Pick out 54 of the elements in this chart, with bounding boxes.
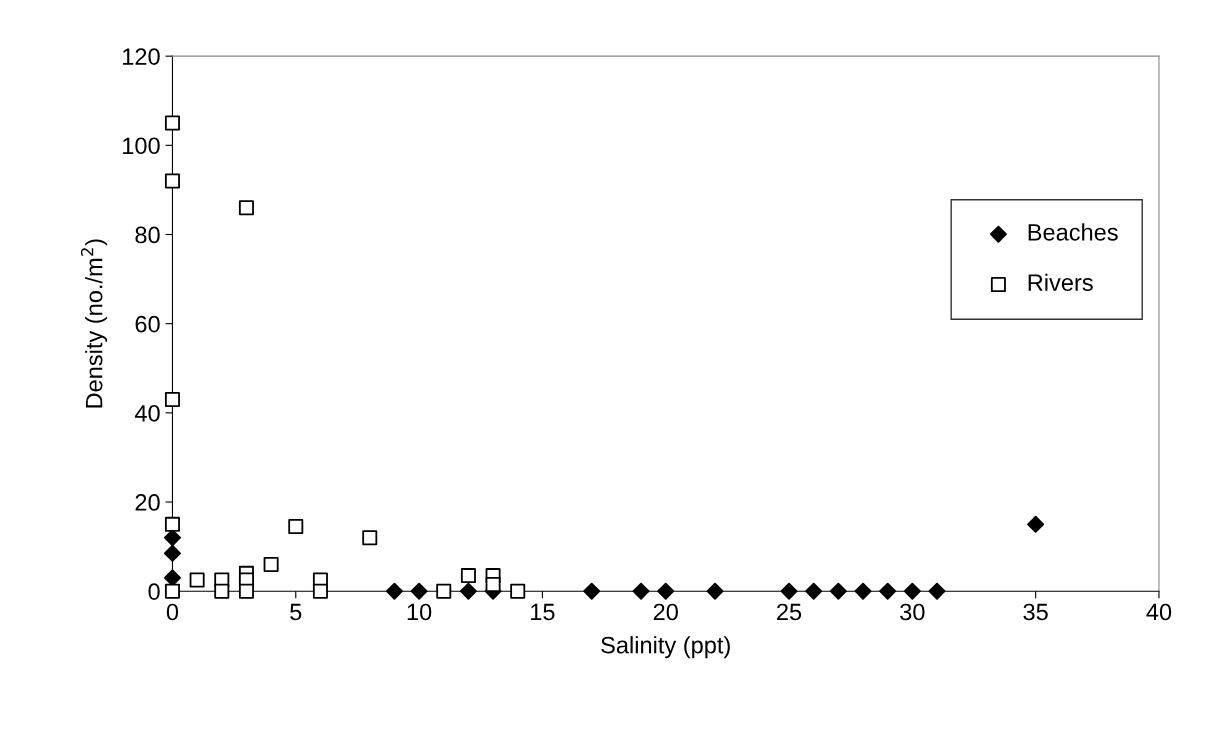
y-tick-label: 100 (123, 137, 160, 155)
point (163, 544, 181, 562)
point (362, 530, 378, 546)
point (164, 583, 180, 599)
x-tick-label: 10 (407, 603, 432, 621)
y-tick-label: 20 (135, 494, 160, 511)
y-tick-label: 60 (135, 315, 160, 333)
point (1027, 515, 1045, 533)
y-tick-label: 40 (134, 404, 160, 422)
point (164, 391, 180, 407)
point (189, 572, 205, 588)
x-tick-label: 25 (777, 603, 802, 621)
x-tick-label: 40 (1146, 603, 1172, 621)
point (706, 582, 724, 600)
point (436, 583, 452, 599)
x-tick-label: 20 (653, 603, 678, 621)
y-axis-title: Density (no./m$^{2}$) (80, 239, 108, 408)
x-tick-label: 30 (900, 603, 925, 621)
x-tick-label: 15 (531, 603, 555, 621)
y-tick-label: 120 (123, 48, 160, 65)
point (238, 200, 254, 216)
point (459, 582, 477, 600)
point (583, 582, 601, 600)
point (410, 582, 428, 600)
point (164, 516, 180, 532)
point (780, 582, 798, 600)
point (263, 556, 279, 572)
point (214, 583, 230, 599)
point (657, 582, 675, 600)
point (288, 519, 304, 535)
point (879, 582, 897, 600)
point (632, 582, 650, 600)
point (510, 583, 526, 599)
y-tick-label: 80 (135, 226, 160, 244)
point (903, 582, 921, 600)
point (312, 583, 328, 599)
point (163, 529, 181, 547)
x-tick-label: 5 (290, 603, 302, 621)
point (164, 173, 180, 189)
legend-label: Beaches (1028, 223, 1118, 241)
x-axis-title: Salinity (ppt) (601, 636, 730, 659)
point (238, 583, 254, 599)
x-tick-label: 35 (1023, 603, 1048, 621)
point (928, 582, 946, 600)
point (485, 577, 501, 593)
x-tick-label: 0 (166, 603, 179, 621)
point (385, 582, 403, 600)
legend-label: Rivers (1028, 273, 1093, 291)
point (460, 568, 476, 584)
point (829, 582, 847, 600)
y-tick-label: 0 (148, 583, 160, 600)
point (854, 582, 872, 600)
point (805, 582, 823, 600)
point (164, 115, 180, 131)
